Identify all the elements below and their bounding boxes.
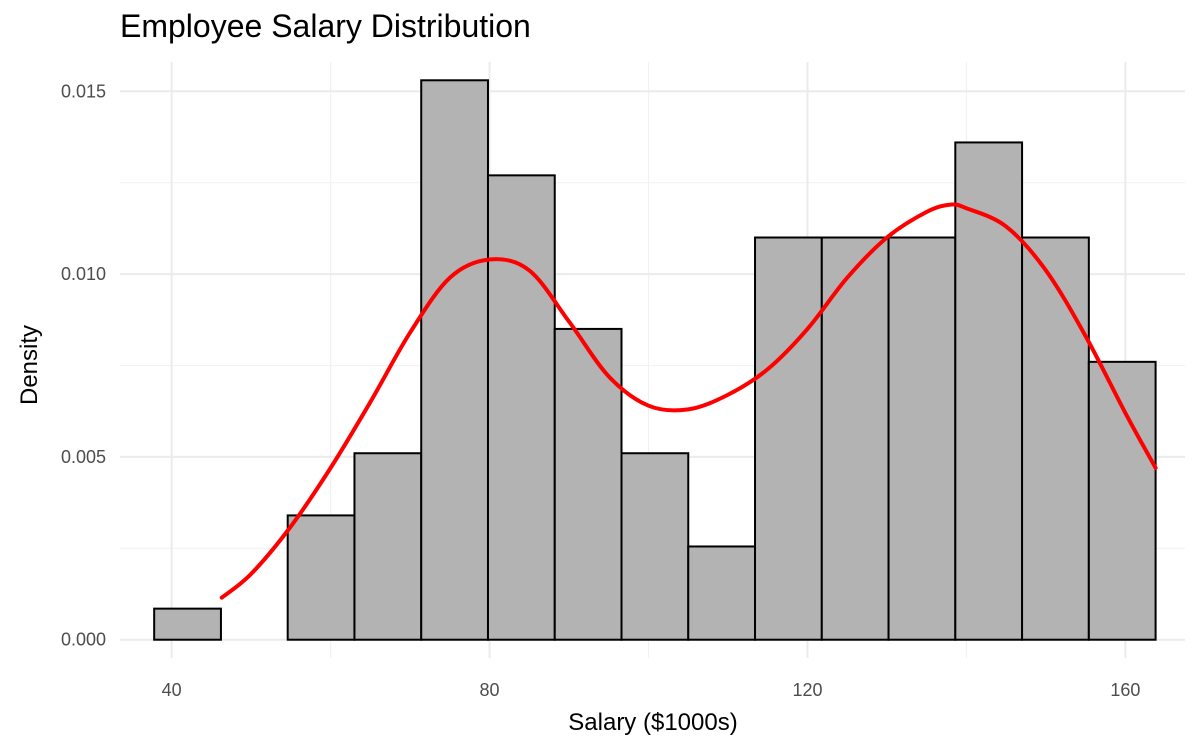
- x-tick-label: 40: [162, 680, 182, 700]
- chart-title: Employee Salary Distribution: [120, 8, 531, 44]
- histogram-bar: [153, 607, 222, 641]
- histogram-bars: [153, 79, 1157, 641]
- histogram-bar: [1021, 236, 1090, 641]
- density-curve: [219, 202, 1158, 600]
- y-tick-label: 0.000: [61, 630, 106, 650]
- histogram-bar: [820, 236, 890, 641]
- histogram-bar: [954, 141, 1024, 641]
- histogram-bar: [486, 174, 556, 641]
- histogram-bar: [887, 236, 957, 641]
- histogram-bar: [754, 236, 823, 641]
- x-axis-ticks: 40 80 120 160: [162, 680, 1141, 700]
- y-tick-label: 0.015: [61, 81, 106, 101]
- y-axis-title: Density: [16, 325, 43, 405]
- y-tick-label: 0.005: [61, 447, 106, 467]
- y-axis-ticks: 0.000 0.005 0.010 0.015: [61, 81, 106, 649]
- histogram-bar: [353, 452, 423, 641]
- histogram-bar: [286, 514, 356, 641]
- x-axis-title: Salary ($1000s): [568, 709, 737, 736]
- x-tick-label: 160: [1110, 680, 1140, 700]
- y-tick-label: 0.010: [61, 264, 106, 284]
- density-curve-layer: [219, 202, 1158, 600]
- x-tick-label: 120: [792, 680, 822, 700]
- histogram-bar: [420, 79, 489, 641]
- x-tick-label: 80: [480, 680, 500, 700]
- histogram-bar: [553, 327, 623, 641]
- histogram-bar: [620, 452, 690, 641]
- histogram-bar: [687, 545, 757, 641]
